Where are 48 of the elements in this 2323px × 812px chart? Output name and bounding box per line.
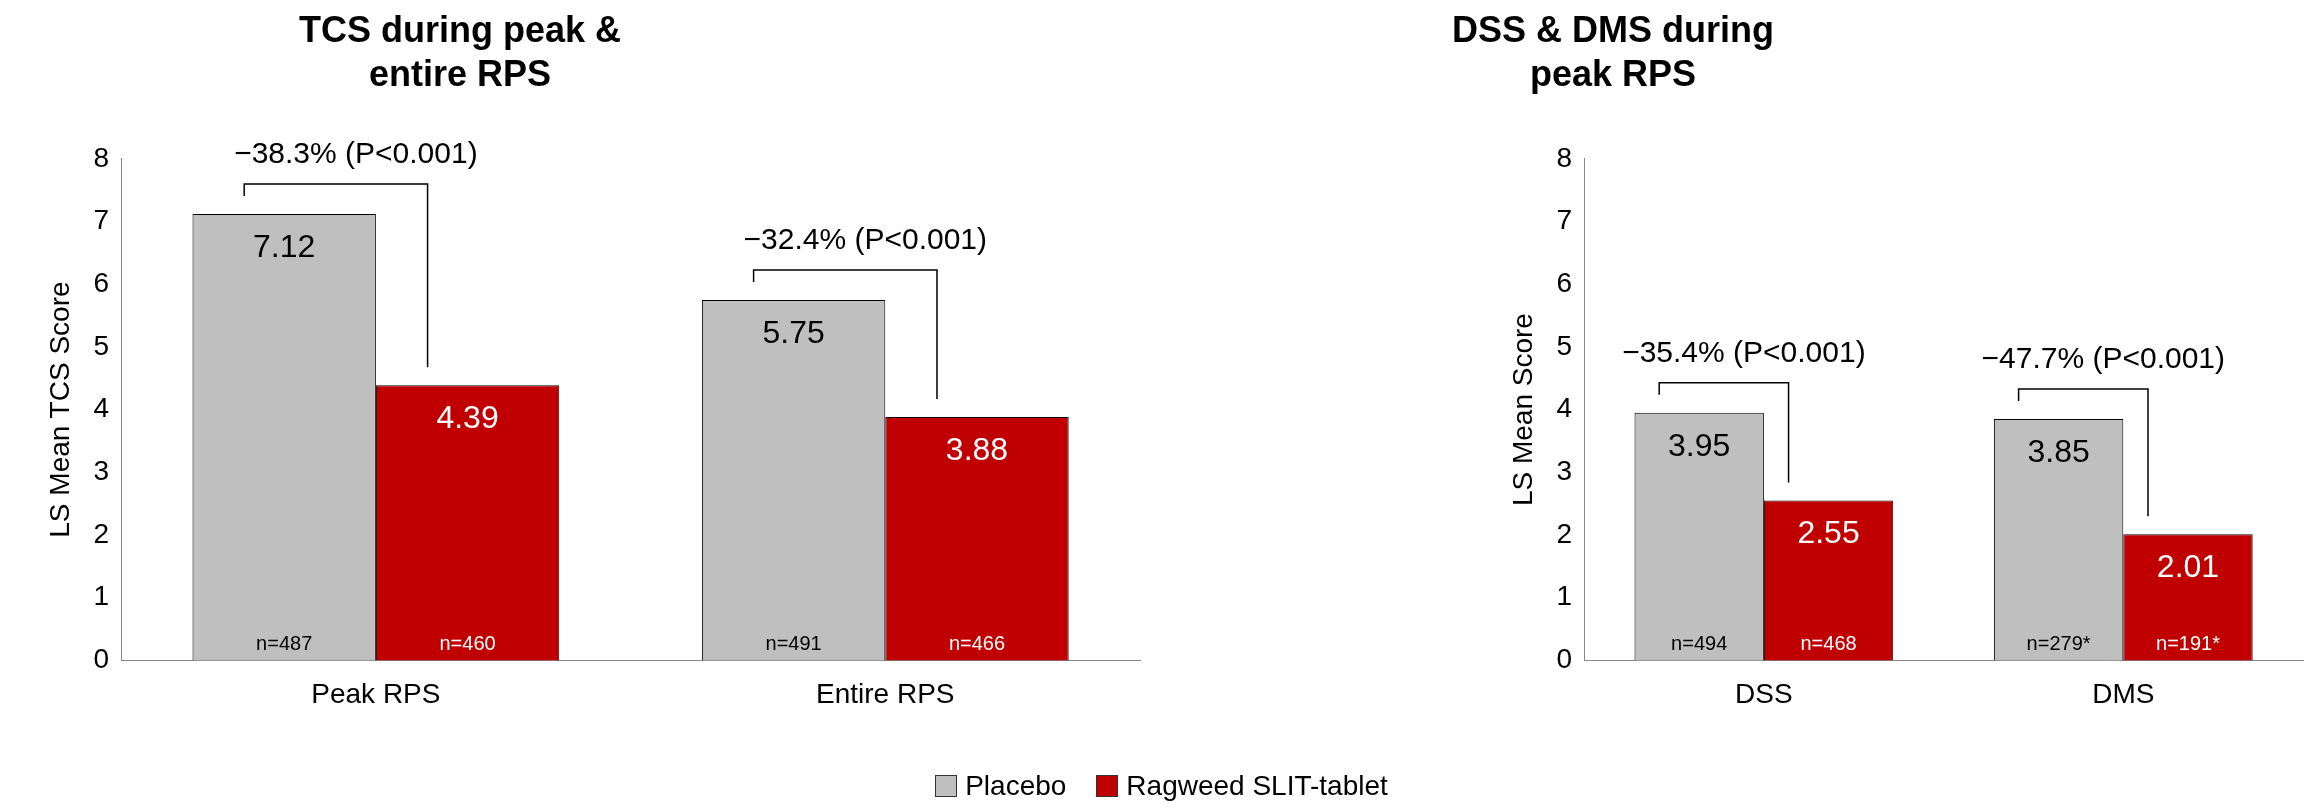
y-tick-label: 2 (93, 517, 110, 549)
annotation: n=494 (1671, 631, 1728, 654)
annotation: −35.4% (P<0.001) (1622, 335, 1866, 368)
y-axis-title: LS Mean TCS Score (43, 281, 75, 538)
annotation: −38.3% (P<0.001) (234, 136, 478, 170)
annotation: n=460 (439, 631, 496, 654)
data-label: 3.95 (1668, 426, 1731, 463)
x-tick-label: Peak RPS (311, 677, 441, 709)
chart-title: TCS during peak & entire RPS (298, 8, 622, 96)
annotation: n=191* (2156, 631, 2221, 654)
y-tick-label: 6 (93, 266, 110, 298)
y-tick-label: 7 (1556, 204, 1573, 236)
y-tick-label: 3 (1556, 455, 1573, 487)
annotation: n=491 (765, 631, 822, 654)
y-tick-label: 8 (1556, 141, 1573, 173)
y-tick-label: 0 (93, 643, 110, 675)
y-tick-label: 7 (93, 204, 110, 236)
annotation: n=487 (256, 631, 313, 654)
y-tick-label: 4 (1556, 392, 1573, 424)
chart-title: DSS & DMS during peak RPS (1451, 8, 1775, 96)
x-tick-label: DSS (1735, 677, 1793, 709)
x-tick-label: DMS (2092, 677, 2155, 709)
data-label: 5.75 (762, 313, 825, 350)
y-tick-label: 4 (93, 392, 110, 424)
y-tick-label: 8 (93, 141, 110, 173)
data-label: 2.01 (2156, 548, 2220, 585)
annotation: −32.4% (P<0.001) (743, 222, 988, 256)
x-tick-label: Entire RPS (816, 677, 955, 709)
legend-label: Placebo (965, 770, 1067, 802)
y-tick-label: 5 (1556, 329, 1573, 361)
y-tick-label: 3 (93, 455, 110, 487)
data-label: 3.85 (2027, 432, 2090, 469)
y-tick-label: 0 (1556, 643, 1573, 675)
y-tick-label: 1 (93, 580, 110, 612)
y-tick-label: 5 (93, 329, 110, 361)
y-tick-label: 1 (1556, 580, 1573, 612)
data-label: 4.39 (436, 398, 499, 435)
y-tick-label: 2 (1556, 517, 1573, 549)
data-label: 3.88 (945, 430, 1009, 467)
data-label: 2.55 (1797, 514, 1860, 551)
y-axis-title: LS Mean Score (1506, 313, 1538, 507)
annotation: n=468 (1800, 631, 1857, 654)
annotation: −47.7% (P<0.001) (1981, 341, 2226, 375)
annotation: n=466 (948, 631, 1006, 654)
y-tick-label: 6 (1556, 266, 1573, 298)
data-label: 7.12 (253, 227, 316, 264)
annotation: n=279* (2026, 631, 2091, 654)
legend-label: Ragweed SLIT-tablet (1126, 770, 1388, 802)
